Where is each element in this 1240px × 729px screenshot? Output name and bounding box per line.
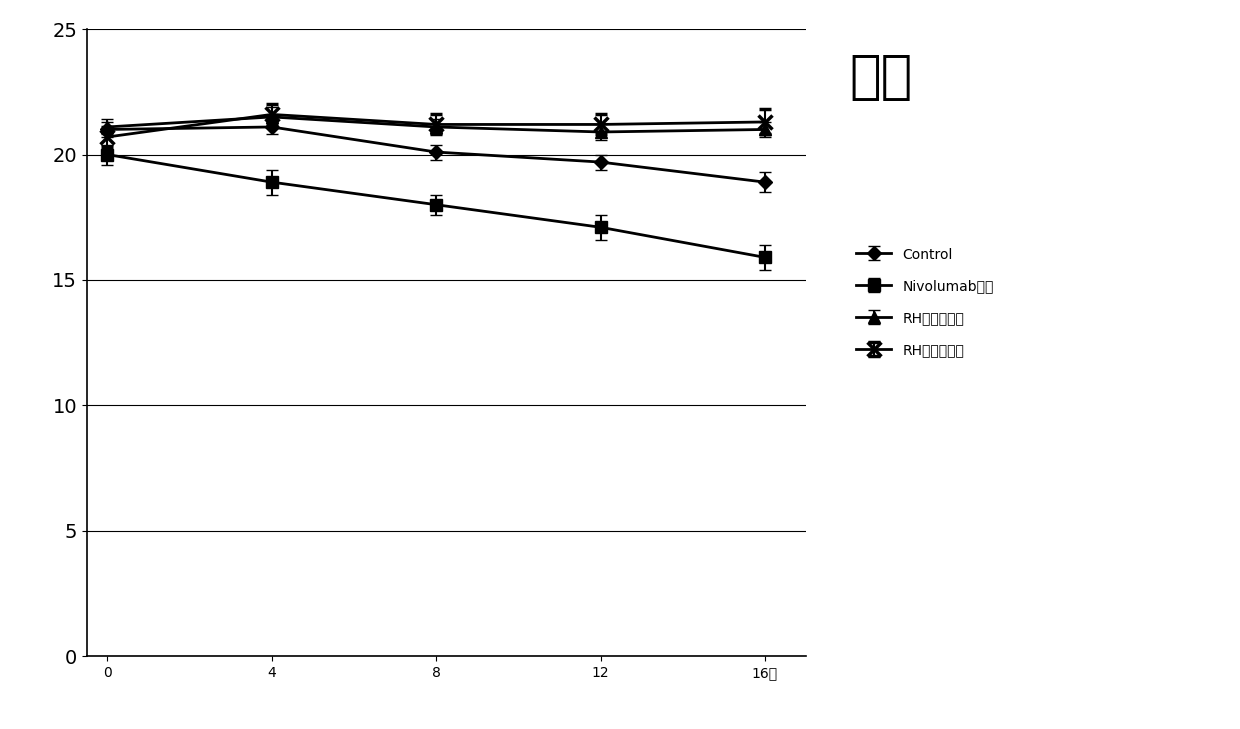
Text: 肺癌: 肺癌: [849, 51, 913, 103]
Legend: Control, Nivolumab单用, RH低剂量联用, RH高剂量联用: Control, Nivolumab单用, RH低剂量联用, RH高剂量联用: [857, 248, 993, 358]
